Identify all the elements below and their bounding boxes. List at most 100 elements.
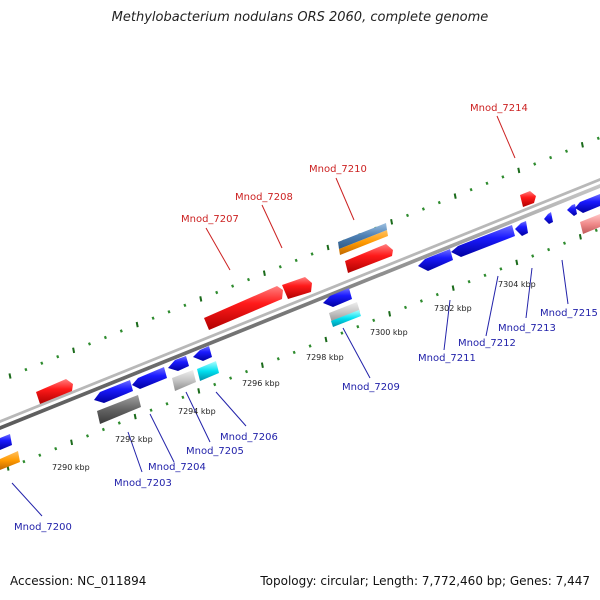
upper-track-tick [199, 296, 203, 302]
gene-feature-mnod-7203-dark [97, 395, 141, 424]
label-leader-lines [11, 115, 569, 517]
gene-feature-mnod-7209-cyan [331, 310, 361, 327]
gene-label-mnod-7203: Mnod_7203 [114, 478, 172, 489]
genome-summary-text: Topology: circular; Length: 7,772,460 bp… [260, 574, 590, 588]
kbp-label-7294: 7294 kbp [178, 407, 216, 416]
gene-feature-mnod-7212 [451, 225, 515, 257]
upper-track-tick [24, 367, 28, 372]
upper-track-tick [517, 167, 521, 174]
gene-feature-mnod-7208 [282, 277, 312, 299]
gene-feature-mnod-7204 [132, 367, 167, 389]
lower-track-tick [149, 408, 153, 412]
gene-label-mnod-7209: Mnod_7209 [342, 382, 400, 393]
gene-label-mnod-7204: Mnod_7204 [148, 462, 206, 473]
gene-feature-mnod-7213-a [515, 221, 528, 236]
gene-feature-mnod-7215-pink [580, 214, 600, 234]
gene-feature-mnod-7200-orange [0, 451, 20, 470]
lower-track-tick [594, 228, 598, 232]
gene-label-mnod-7214: Mnod_7214 [470, 103, 528, 114]
lower-track-tick [292, 350, 296, 355]
gene-feature-mnod-7215-b [575, 194, 600, 213]
kbp-label-7298: 7298 kbp [306, 353, 344, 362]
gene-feature-mnod-7210-red [345, 244, 393, 273]
upper-track-tick [596, 136, 600, 140]
kbp-label-7304: 7304 kbp [498, 280, 536, 289]
gene-label-mnod-7211: Mnod_7211 [418, 353, 476, 364]
lower-track-tick [388, 311, 392, 317]
gene-label-group: Mnod_7207 Mnod_7208 Mnod_7210 Mnod_7214 … [14, 103, 598, 533]
gene-feature-mnod-7209-blue [323, 288, 352, 307]
kbp-label-7302: 7302 kbp [434, 304, 472, 313]
lower-track-tick [101, 427, 105, 432]
kbp-label-7296: 7296 kbp [242, 379, 280, 388]
lower-track-tick [356, 325, 360, 329]
gene-label-mnod-7205: Mnod_7205 [186, 446, 244, 457]
lower-track-tick [22, 459, 26, 464]
upper-track-tick [262, 270, 266, 276]
upper-track-tick [72, 347, 76, 354]
lower-track-tick [451, 285, 455, 291]
accession-text: Accession: NC_011894 [10, 574, 147, 588]
upper-track-tick [119, 329, 123, 333]
kbp-label-group: 7290 kbp 7292 kbp 7294 kbp 7296 kbp 7298… [52, 280, 536, 472]
upper-track-tick [549, 155, 553, 160]
gene-feature-mnod-7213-b [544, 212, 553, 224]
gene-features [0, 191, 600, 470]
map-title: Methylobacterium nodulans ORS 2060, comp… [111, 10, 489, 25]
gene-feature-mnod-7207 [204, 286, 283, 330]
upper-track-tick [167, 310, 171, 314]
gene-feature-mnod-7215-a [567, 204, 577, 216]
gene-label-mnod-7208: Mnod_7208 [235, 192, 293, 203]
gene-feature-mnod-7211 [418, 249, 453, 271]
gene-feature-mnod-7205-blue [168, 356, 189, 371]
upper-track-tick [453, 193, 457, 199]
gene-feature-mnod-7206-blue [193, 346, 212, 361]
upper-track-tick [390, 219, 394, 225]
kbp-label-7292: 7292 kbp [115, 435, 153, 444]
genome-backbone [0, 178, 600, 430]
lower-tick-track [6, 228, 598, 471]
lower-track-tick [308, 344, 312, 348]
lower-track-tick [229, 376, 233, 380]
upper-track-tick [421, 207, 425, 211]
gene-label-mnod-7207: Mnod_7207 [181, 214, 239, 225]
lower-track-tick [117, 421, 121, 425]
upper-track-tick [501, 175, 505, 179]
lower-track-tick [403, 305, 408, 310]
upper-track-tick [8, 373, 12, 379]
gene-label-mnod-7215: Mnod_7215 [540, 308, 598, 319]
lower-track-tick [165, 402, 169, 406]
lower-track-tick [38, 453, 42, 457]
gene-feature-mnod-7209-gray [329, 302, 360, 323]
lower-track-tick [483, 273, 487, 277]
upper-track-tick [40, 361, 44, 365]
upper-track-tick [469, 188, 473, 192]
gene-label-mnod-7210: Mnod_7210 [309, 164, 367, 175]
upper-track-tick [135, 321, 139, 328]
gene-feature-mnod-7203-blue [94, 380, 133, 403]
upper-track-tick [564, 149, 569, 153]
upper-track-tick [405, 213, 410, 218]
upper-track-tick [231, 284, 235, 288]
lower-track-tick [578, 234, 582, 240]
lower-track-tick [340, 331, 344, 335]
lower-track-tick [419, 299, 423, 303]
lower-track-tick [54, 447, 58, 451]
gene-label-mnod-7206: Mnod_7206 [220, 432, 278, 443]
lower-track-tick [547, 247, 551, 252]
upper-track-tick [215, 290, 219, 295]
upper-track-tick [278, 265, 282, 269]
lower-track-tick [260, 362, 264, 368]
upper-track-tick [533, 162, 537, 166]
lower-track-tick [562, 241, 567, 245]
upper-track-tick [183, 303, 187, 307]
lower-track-tick [435, 292, 439, 297]
lower-track-tick [499, 267, 503, 271]
upper-track-tick [437, 200, 441, 205]
gene-feature-mnod-7205-gray [172, 370, 196, 391]
upper-track-tick [87, 342, 92, 346]
lower-track-tick [213, 382, 217, 387]
upper-track-tick [580, 142, 584, 148]
lower-track-tick [467, 280, 471, 284]
